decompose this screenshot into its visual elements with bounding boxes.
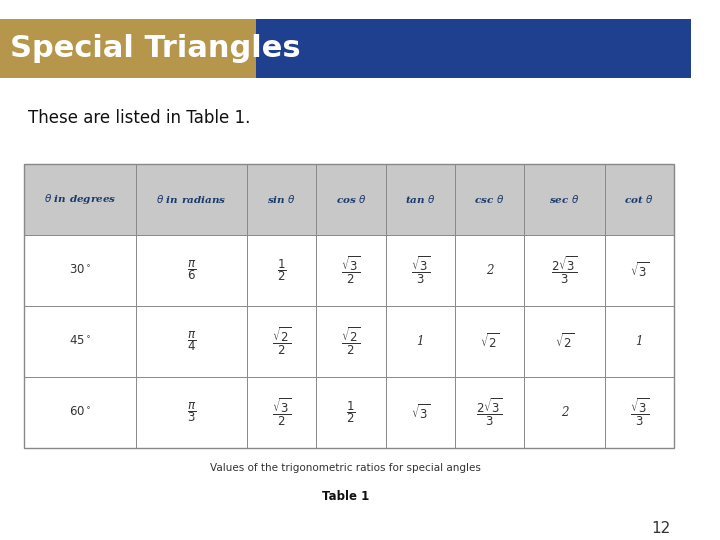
Text: $\dfrac{2\sqrt{3}}{3}$: $\dfrac{2\sqrt{3}}{3}$ xyxy=(476,396,503,428)
Text: 2: 2 xyxy=(485,264,493,276)
Text: $\dfrac{1}{2}$: $\dfrac{1}{2}$ xyxy=(346,399,356,425)
Text: cot $\theta$: cot $\theta$ xyxy=(624,193,654,205)
FancyBboxPatch shape xyxy=(24,377,674,448)
Text: $\theta$ in radians: $\theta$ in radians xyxy=(156,193,227,205)
FancyBboxPatch shape xyxy=(0,19,256,78)
FancyBboxPatch shape xyxy=(24,235,674,306)
Text: sec $\theta$: sec $\theta$ xyxy=(549,193,580,205)
Text: tan $\theta$: tan $\theta$ xyxy=(405,193,436,205)
Text: $\dfrac{\sqrt{2}}{2}$: $\dfrac{\sqrt{2}}{2}$ xyxy=(272,326,292,357)
FancyBboxPatch shape xyxy=(256,19,691,78)
Text: sin $\theta$: sin $\theta$ xyxy=(267,193,297,205)
Text: 2: 2 xyxy=(561,406,568,419)
Text: csc $\theta$: csc $\theta$ xyxy=(474,193,505,205)
Text: $\sqrt{3}$: $\sqrt{3}$ xyxy=(630,261,649,280)
Text: $\sqrt{2}$: $\sqrt{2}$ xyxy=(480,332,499,350)
Text: $\dfrac{\sqrt{3}}{3}$: $\dfrac{\sqrt{3}}{3}$ xyxy=(410,254,430,286)
Text: $\dfrac{1}{2}$: $\dfrac{1}{2}$ xyxy=(277,258,287,283)
FancyBboxPatch shape xyxy=(24,164,674,235)
Text: 1: 1 xyxy=(416,335,424,348)
Text: Special Triangles: Special Triangles xyxy=(10,34,301,63)
Text: $\dfrac{\pi}{3}$: $\dfrac{\pi}{3}$ xyxy=(186,400,196,424)
Text: Table 1: Table 1 xyxy=(322,490,369,503)
Text: $\sqrt{2}$: $\sqrt{2}$ xyxy=(554,332,574,350)
Text: 12: 12 xyxy=(651,521,670,536)
Text: $\dfrac{\sqrt{3}}{2}$: $\dfrac{\sqrt{3}}{2}$ xyxy=(272,396,292,428)
Text: Values of the trigonometric ratios for special angles: Values of the trigonometric ratios for s… xyxy=(210,463,481,474)
Text: These are listed in Table 1.: These are listed in Table 1. xyxy=(27,109,250,126)
Text: $\dfrac{\pi}{6}$: $\dfrac{\pi}{6}$ xyxy=(186,258,196,282)
Text: $\sqrt{3}$: $\sqrt{3}$ xyxy=(410,403,430,422)
Text: 1: 1 xyxy=(636,335,643,348)
Text: $\dfrac{\sqrt{3}}{3}$: $\dfrac{\sqrt{3}}{3}$ xyxy=(630,396,649,428)
Text: $30^\circ$: $30^\circ$ xyxy=(68,264,91,276)
Text: $\dfrac{2\sqrt{3}}{3}$: $\dfrac{2\sqrt{3}}{3}$ xyxy=(551,254,577,286)
Text: $60^\circ$: $60^\circ$ xyxy=(68,406,91,419)
Text: $\theta$ in degrees: $\theta$ in degrees xyxy=(44,192,116,206)
Text: cos $\theta$: cos $\theta$ xyxy=(336,193,366,205)
Text: $45^\circ$: $45^\circ$ xyxy=(68,335,91,348)
Text: $\dfrac{\sqrt{2}}{2}$: $\dfrac{\sqrt{2}}{2}$ xyxy=(341,326,361,357)
Text: $\dfrac{\pi}{4}$: $\dfrac{\pi}{4}$ xyxy=(186,329,196,353)
Text: $\dfrac{\sqrt{3}}{2}$: $\dfrac{\sqrt{3}}{2}$ xyxy=(341,254,361,286)
FancyBboxPatch shape xyxy=(24,306,674,377)
